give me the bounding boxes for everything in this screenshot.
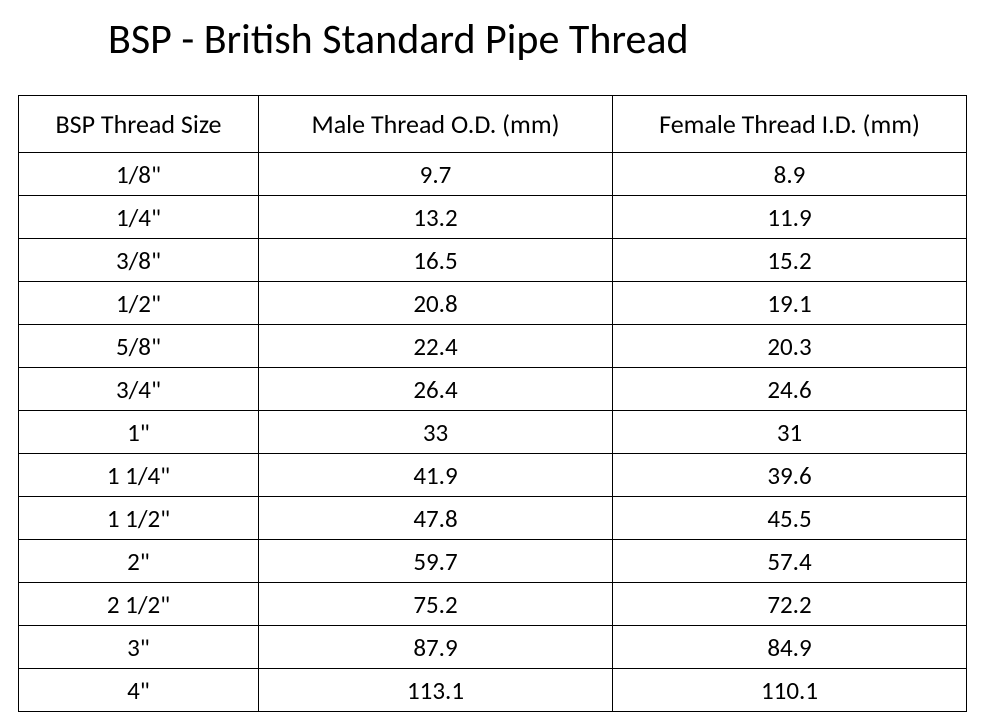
cell-male-od: 26.4 [259, 368, 613, 411]
table-row: 1" 33 31 [19, 411, 967, 454]
cell-female-id: 72.2 [613, 583, 967, 626]
cell-female-id: 45.5 [613, 497, 967, 540]
cell-female-id: 20.3 [613, 325, 967, 368]
cell-female-id: 8.9 [613, 153, 967, 196]
cell-female-id: 39.6 [613, 454, 967, 497]
cell-size: 3/8" [19, 239, 259, 282]
page-container: BSP - British Standard Pipe Thread BSP T… [0, 14, 984, 712]
cell-size: 3" [19, 626, 259, 669]
table-row: 1 1/4" 41.9 39.6 [19, 454, 967, 497]
cell-size: 3/4" [19, 368, 259, 411]
bsp-thread-table: BSP Thread Size Male Thread O.D. (mm) Fe… [18, 95, 967, 712]
cell-size: 1/2" [19, 282, 259, 325]
cell-male-od: 9.7 [259, 153, 613, 196]
cell-male-od: 22.4 [259, 325, 613, 368]
cell-male-od: 33 [259, 411, 613, 454]
cell-male-od: 75.2 [259, 583, 613, 626]
cell-size: 2 1/2" [19, 583, 259, 626]
table-header-row: BSP Thread Size Male Thread O.D. (mm) Fe… [19, 96, 967, 153]
table-row: 3/4" 26.4 24.6 [19, 368, 967, 411]
table-row: 4" 113.1 110.1 [19, 669, 967, 712]
cell-female-id: 24.6 [613, 368, 967, 411]
table-row: 5/8" 22.4 20.3 [19, 325, 967, 368]
col-header-female-id: Female Thread I.D. (mm) [613, 96, 967, 153]
cell-size: 1" [19, 411, 259, 454]
cell-female-id: 84.9 [613, 626, 967, 669]
table-row: 1/4" 13.2 11.9 [19, 196, 967, 239]
col-header-male-od: Male Thread O.D. (mm) [259, 96, 613, 153]
table-row: 1 1/2" 47.8 45.5 [19, 497, 967, 540]
cell-size: 1/8" [19, 153, 259, 196]
cell-male-od: 41.9 [259, 454, 613, 497]
cell-male-od: 87.9 [259, 626, 613, 669]
page-title: BSP - British Standard Pipe Thread [108, 14, 966, 65]
table-row: 2 1/2" 75.2 72.2 [19, 583, 967, 626]
cell-male-od: 113.1 [259, 669, 613, 712]
cell-male-od: 59.7 [259, 540, 613, 583]
cell-female-id: 110.1 [613, 669, 967, 712]
cell-female-id: 19.1 [613, 282, 967, 325]
table-row: 1/2" 20.8 19.1 [19, 282, 967, 325]
table-row: 3/8" 16.5 15.2 [19, 239, 967, 282]
table-row: 1/8" 9.7 8.9 [19, 153, 967, 196]
cell-size: 1 1/2" [19, 497, 259, 540]
table-row: 2" 59.7 57.4 [19, 540, 967, 583]
cell-female-id: 31 [613, 411, 967, 454]
cell-female-id: 11.9 [613, 196, 967, 239]
cell-male-od: 47.8 [259, 497, 613, 540]
cell-size: 2" [19, 540, 259, 583]
cell-size: 1/4" [19, 196, 259, 239]
cell-female-id: 15.2 [613, 239, 967, 282]
cell-female-id: 57.4 [613, 540, 967, 583]
cell-size: 4" [19, 669, 259, 712]
cell-male-od: 13.2 [259, 196, 613, 239]
cell-male-od: 20.8 [259, 282, 613, 325]
cell-size: 5/8" [19, 325, 259, 368]
cell-male-od: 16.5 [259, 239, 613, 282]
table-row: 3" 87.9 84.9 [19, 626, 967, 669]
cell-size: 1 1/4" [19, 454, 259, 497]
col-header-size: BSP Thread Size [19, 96, 259, 153]
